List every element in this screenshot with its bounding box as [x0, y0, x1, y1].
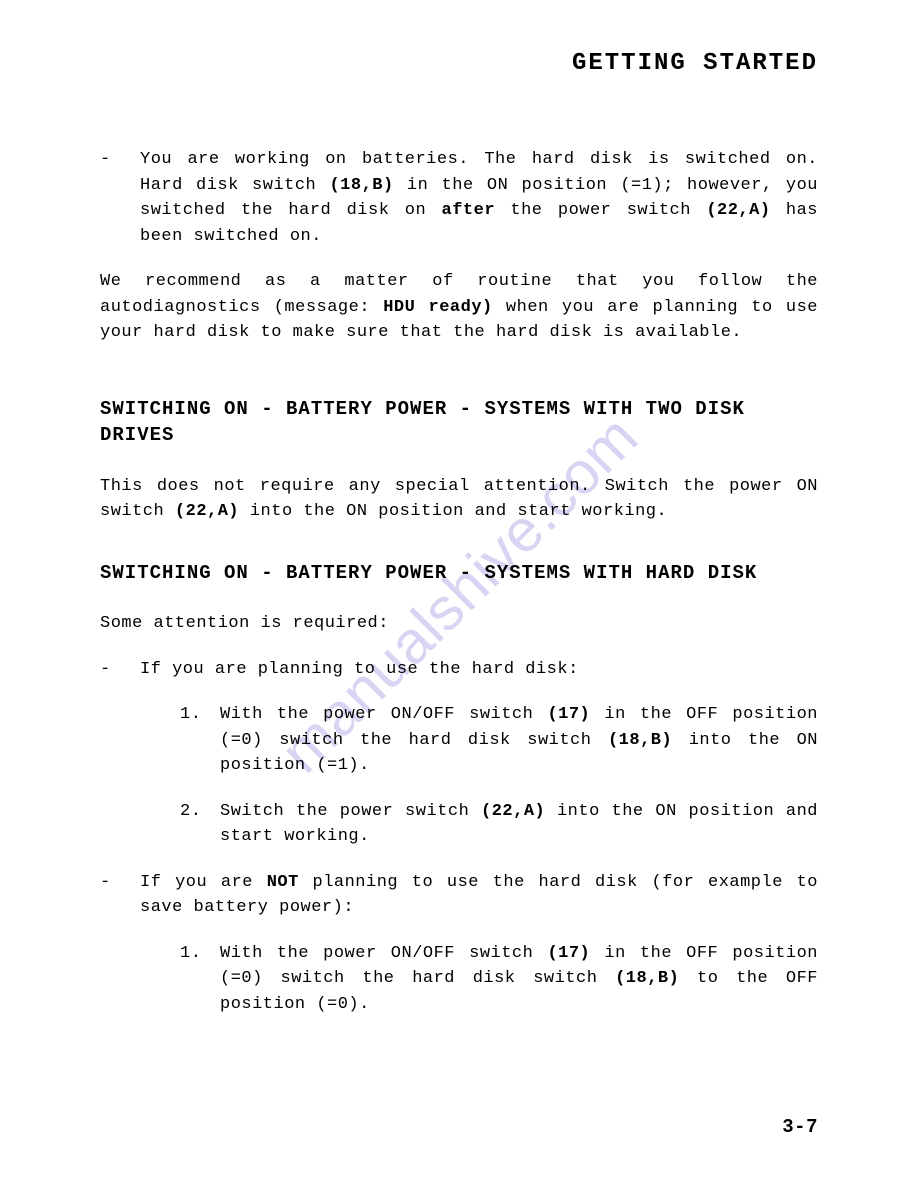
- ref-bold: (18,B): [608, 731, 672, 750]
- numbered-text: With the power ON/OFF switch (17) in the…: [220, 702, 818, 779]
- ref-bold: (17): [547, 705, 590, 724]
- text: the power switch: [495, 201, 706, 220]
- bullet-marker: -: [100, 147, 140, 249]
- text: into the ON position and start working.: [239, 502, 667, 521]
- bullet-item-1: - You are working on batteries. The hard…: [100, 147, 818, 249]
- text: With the power ON/OFF switch: [220, 944, 547, 963]
- page-number: 3-7: [782, 1116, 818, 1138]
- number-marker: 2.: [180, 799, 220, 850]
- numbered-text: Switch the power switch (22,A) into the …: [220, 799, 818, 850]
- text: Switch the power switch: [220, 802, 481, 821]
- numbered-text: With the power ON/OFF switch (17) in the…: [220, 941, 818, 1018]
- bullet-text: If you are planning to use the hard disk…: [140, 657, 818, 683]
- paragraph-2: This does not require any special attent…: [100, 474, 818, 525]
- page-content: GETTING STARTED - You are working on bat…: [100, 50, 818, 1017]
- paragraph-3: Some attention is required:: [100, 611, 818, 637]
- numbered-item-1: 1. With the power ON/OFF switch (17) in …: [180, 702, 818, 779]
- bullet-text: You are working on batteries. The hard d…: [140, 147, 818, 249]
- bold-text: NOT: [267, 873, 299, 892]
- page-header: GETTING STARTED: [100, 50, 818, 77]
- numbered-item-3: 1. With the power ON/OFF switch (17) in …: [180, 941, 818, 1018]
- number-marker: 1.: [180, 702, 220, 779]
- text: If you are: [140, 873, 267, 892]
- ref-bold: (17): [547, 944, 590, 963]
- bullet-text: If you are NOT planning to use the hard …: [140, 870, 818, 921]
- ref-bold: (18,B): [329, 176, 393, 195]
- bullet-marker: -: [100, 870, 140, 921]
- section-heading-1: SWITCHING ON - BATTERY POWER - SYSTEMS W…: [100, 396, 818, 449]
- numbered-item-2: 2. Switch the power switch (22,A) into t…: [180, 799, 818, 850]
- bullet-item-3: - If you are NOT planning to use the har…: [100, 870, 818, 921]
- ref-bold: (22,A): [175, 502, 239, 521]
- section-heading-2: SWITCHING ON - BATTERY POWER - SYSTEMS W…: [100, 560, 818, 587]
- text: With the power ON/OFF switch: [220, 705, 547, 724]
- ref-bold: (22,A): [481, 802, 545, 821]
- bold-text: after: [442, 201, 496, 220]
- number-marker: 1.: [180, 941, 220, 1018]
- bullet-marker: -: [100, 657, 140, 683]
- ref-bold: (18,B): [615, 969, 679, 988]
- paragraph-1: We recommend as a matter of routine that…: [100, 269, 818, 346]
- bold-text: HDU ready): [383, 298, 493, 317]
- ref-bold: (22,A): [706, 201, 770, 220]
- bullet-item-2: - If you are planning to use the hard di…: [100, 657, 818, 683]
